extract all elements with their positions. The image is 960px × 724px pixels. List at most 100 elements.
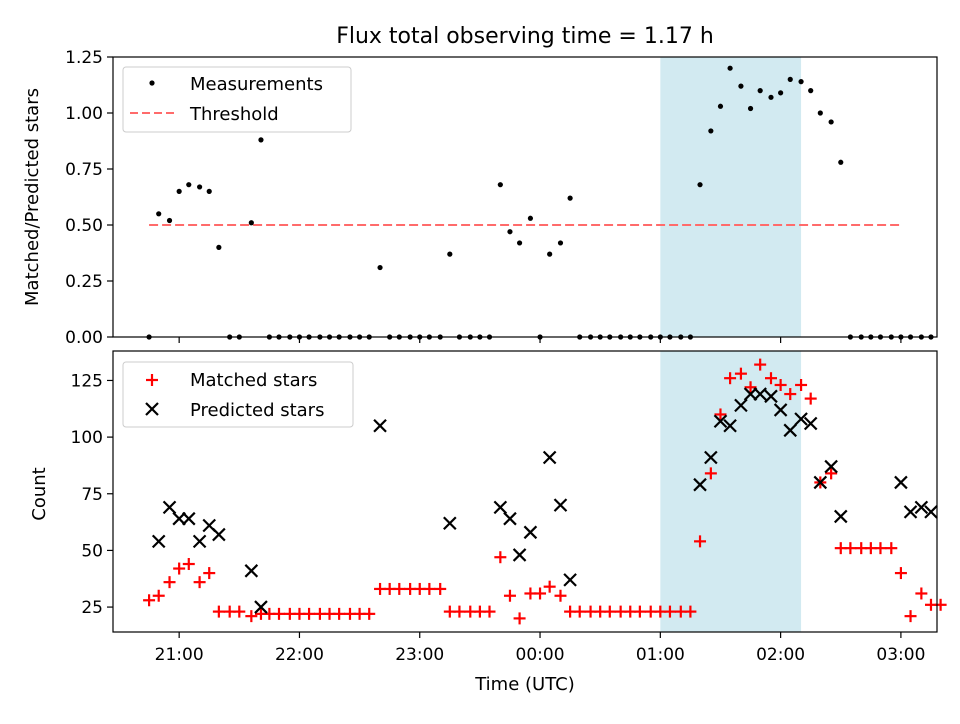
measurement-point [258, 137, 264, 143]
matched-star-point [393, 582, 406, 595]
matched-star-point [734, 367, 747, 380]
predicted-star-point [773, 403, 788, 417]
measurement-point [186, 182, 192, 188]
measurement-point [808, 88, 814, 94]
matched-star-point [182, 558, 195, 571]
predicted-star-point [743, 387, 758, 401]
measurement-point [567, 195, 573, 201]
measurement-point [798, 79, 804, 85]
legend-marker-measurements [149, 80, 155, 86]
predicted-star-point [783, 423, 798, 438]
x-tick-label: 21:00 [155, 645, 204, 665]
measurement-point [727, 65, 733, 71]
matched-star-point [212, 605, 225, 618]
x-tick-label: 02:00 [756, 645, 805, 665]
matched-star-point [273, 607, 286, 620]
highlight-span-rect [660, 351, 802, 632]
panel-count: 25 50 75 100 125 21:00 22:00 23:00 00:00 01:00 02… [29, 350, 947, 695]
matched-star-point [333, 607, 346, 620]
predicted-star-point [192, 534, 207, 549]
matched-star-point [494, 551, 507, 564]
predicted-star-point [443, 516, 457, 531]
predicted-star-point [794, 412, 808, 426]
predicted-star-point [693, 477, 707, 492]
predicted-star-point [373, 419, 387, 433]
measurement-point [166, 217, 173, 224]
x-tick-label: 22:00 [275, 645, 324, 665]
predicted-star-point [833, 509, 848, 524]
matched-star-point [704, 467, 717, 480]
matched-star-point [483, 605, 496, 618]
y-axis-ticks: 0.00 0.25 0.50 0.75 1.00 1.25 [65, 48, 113, 348]
predicted-star-point [824, 459, 838, 474]
y-axis-label: Matched/Predicted stars [22, 88, 43, 306]
matched-star-point [724, 372, 737, 385]
matched-star-point [764, 372, 777, 385]
measurement-point [828, 119, 834, 125]
legend-label-predicted: Predicted stars [190, 400, 324, 421]
matched-star-point [663, 605, 676, 618]
y-tick-label: 75 [81, 485, 103, 505]
predicted-star-point [753, 387, 767, 401]
y-tick-label: 100 [71, 428, 103, 448]
y-tick-label: 0.25 [65, 272, 103, 292]
matched-star-point [825, 467, 838, 480]
y-tick-label: 0.75 [65, 160, 103, 180]
matched-star-point [684, 605, 697, 618]
predicted-star-point [713, 414, 728, 429]
predicted-star-point [542, 450, 557, 465]
matched-star-point [173, 562, 186, 575]
matched-star-point [573, 605, 586, 618]
measurement-point [817, 110, 823, 116]
predicted-star-point [151, 534, 166, 549]
predicted-star-point [813, 475, 828, 490]
x-tick-label: 00:00 [516, 645, 565, 665]
y-axis-ticks: 25 50 75 100 125 [71, 371, 113, 618]
highlight-span [660, 351, 802, 632]
measurement-point [507, 229, 513, 235]
matched-star-point [754, 358, 767, 371]
predicted-star-point [182, 511, 196, 526]
predicted-star-point [764, 389, 778, 404]
predicted-star-point [212, 527, 226, 542]
matched-star-point [633, 605, 646, 618]
legend-marker-predicted [145, 402, 159, 416]
matched-star-point [885, 542, 898, 555]
legend-label-matched: Matched stars [190, 370, 317, 391]
measurement-point [206, 188, 212, 194]
predicted-star-point [503, 511, 517, 526]
y-tick-label: 50 [81, 541, 103, 561]
predicted-star-point [903, 505, 918, 519]
x-tick-label: 23:00 [395, 645, 444, 665]
plot-frame [112, 56, 938, 338]
measurement-point [447, 251, 453, 257]
measurement-point [757, 88, 763, 94]
measurement-point [377, 264, 383, 271]
predicted-star-point [523, 525, 538, 540]
matched-star-point [152, 589, 165, 602]
predicted-star-point [734, 398, 748, 413]
measurement-point [838, 159, 844, 165]
matched-star-point [233, 605, 246, 618]
measurement-point [248, 220, 254, 226]
matched-star-point [744, 381, 757, 394]
panel-ratio: 0.00 0.25 0.50 0.75 1.00 1.25 Matched/Predict… [22, 48, 938, 348]
predicted-star-point [803, 416, 818, 431]
predicted-star-point [894, 475, 908, 490]
matched-star-point [694, 535, 707, 548]
predicted-star-point [704, 450, 718, 465]
matched-star-point [904, 610, 917, 623]
matched-star-point [203, 567, 216, 580]
y-tick-label: 0.50 [65, 216, 103, 236]
legend-frame [122, 66, 352, 133]
highlight-span [660, 57, 802, 337]
predicted-star-point [563, 573, 577, 587]
predicted-star-point [553, 498, 568, 512]
y-tick-label: 0.00 [65, 328, 103, 348]
measurement-point [497, 182, 503, 188]
matched-star-point [795, 378, 808, 391]
predicted-star-point [244, 564, 259, 578]
matched-star-point [303, 607, 316, 620]
predicted-star-point [924, 505, 938, 519]
